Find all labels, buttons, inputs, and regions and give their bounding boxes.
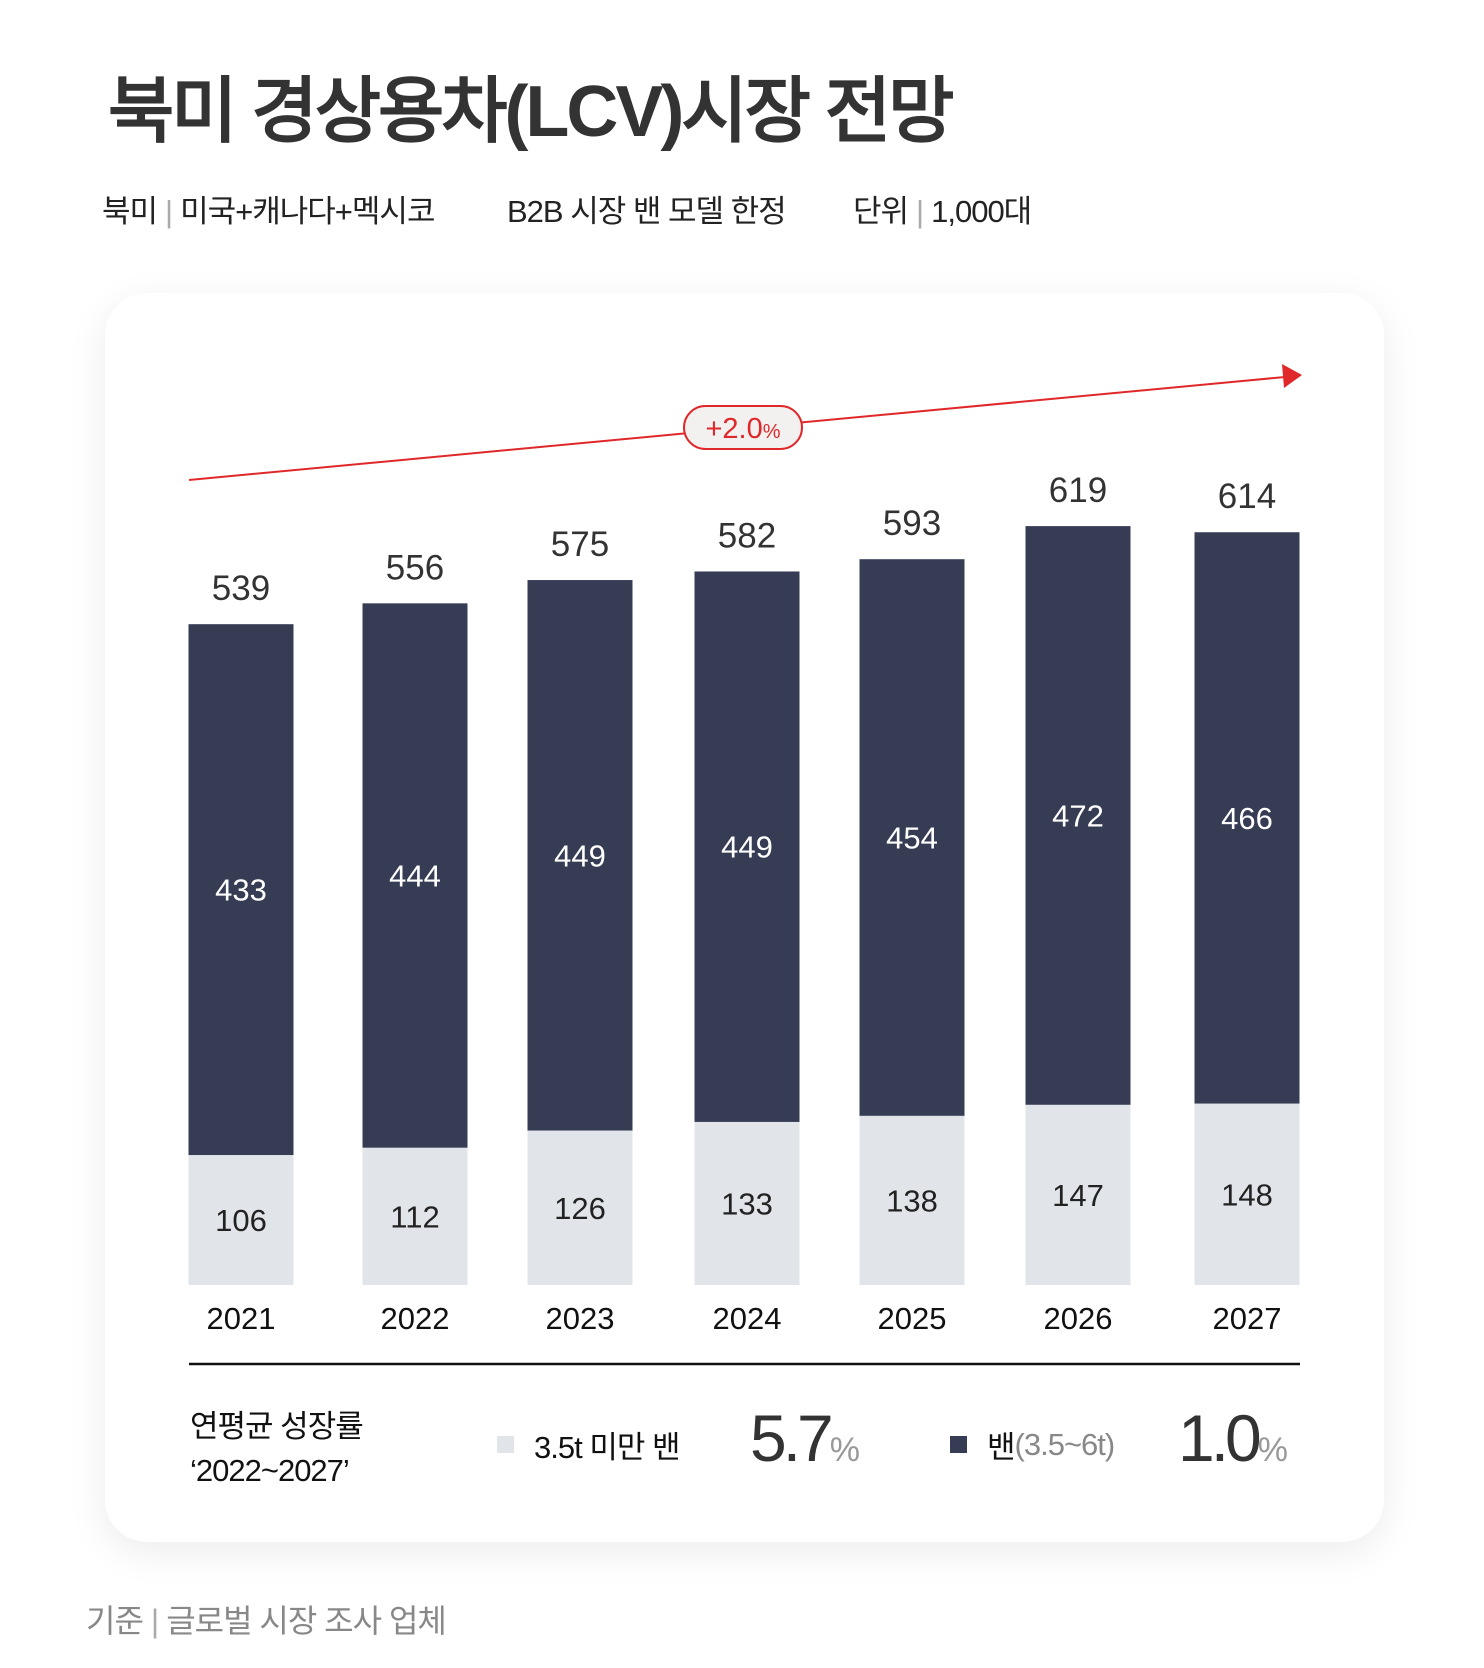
x-tick-label: 2025 — [878, 1301, 947, 1336]
bar-segment-van — [859, 559, 965, 1116]
trend-badge-label: +2.0% — [705, 413, 780, 445]
cagr-title-line1: 연평균 성장률 — [190, 1409, 364, 1444]
data-label-van: 466 — [1221, 801, 1273, 836]
data-label-van: 472 — [1052, 798, 1104, 833]
region-info: 북미 | 미국+캐나다+멕시코 — [102, 186, 435, 231]
data-label-total: 575 — [551, 525, 609, 564]
source-label: 기준 — [86, 1603, 144, 1639]
bar-segment-small-van — [1194, 1103, 1300, 1285]
cagr-number: 1.0 — [1178, 1401, 1262, 1475]
bar-segment-small-van — [859, 1115, 965, 1285]
cagr-period: ‘2022~2027’ — [190, 1453, 350, 1488]
data-label-total: 593 — [883, 504, 941, 543]
x-tick-label: 2021 — [207, 1301, 276, 1336]
data-label-van: 449 — [554, 838, 606, 873]
source-note: 기준 | 글로벌 시장 조사 업체 — [86, 1596, 447, 1642]
cagr-value-small-van: 5.7% — [750, 1400, 860, 1476]
legend-label: 밴 — [987, 1430, 1016, 1465]
legend-label: 3.5t 미만 밴 — [534, 1430, 680, 1465]
trend-unit: % — [763, 421, 781, 443]
divider: | — [165, 194, 173, 229]
legend-swatch-dark — [950, 1436, 967, 1453]
bar-segment-small-van — [1025, 1104, 1131, 1285]
divider: | — [150, 1603, 159, 1639]
data-label-van: 449 — [721, 830, 773, 865]
x-tick-label: 2023 — [546, 1301, 615, 1336]
cagr-unit: % — [1257, 1431, 1288, 1469]
data-label-total: 619 — [1049, 471, 1107, 510]
scope-info: B2B 시장 밴 모델 한정 — [507, 194, 787, 229]
cagr-value-van: 1.0% — [1178, 1400, 1288, 1476]
data-label-total: 582 — [718, 516, 776, 555]
source-value: 글로벌 시장 조사 업체 — [166, 1603, 447, 1639]
unit-label: 단위 — [853, 194, 909, 229]
cagr-unit: % — [829, 1431, 860, 1469]
region-label: 북미 — [102, 194, 158, 229]
legend-label-range: (3.5~6t) — [1014, 1426, 1116, 1462]
trend-badge — [683, 405, 803, 450]
data-label-small-van: 148 — [1221, 1177, 1273, 1212]
bar-segment-van — [362, 603, 468, 1148]
region-value: 미국+캐나다+멕시코 — [180, 194, 435, 229]
bar-segment-van — [188, 624, 294, 1156]
data-label-small-van: 106 — [215, 1203, 267, 1238]
trend-arrow-icon — [1282, 364, 1302, 388]
bar-segment-van — [527, 580, 633, 1131]
data-label-small-van: 138 — [886, 1183, 938, 1218]
data-label-total: 614 — [1218, 477, 1276, 516]
bar-segment-small-van — [694, 1121, 800, 1285]
x-tick-label: 2026 — [1044, 1301, 1113, 1336]
unit-value: 1,000대 — [931, 194, 1032, 229]
bar-segment-small-van — [527, 1130, 633, 1285]
bar-segment-van — [1025, 526, 1131, 1105]
legend-item-van: 밴 (3.5~6t) — [950, 1422, 1116, 1467]
data-label-small-van: 112 — [390, 1199, 439, 1234]
unit-info: 단위 | 1,000대 — [853, 186, 1032, 231]
legend-item-small-van: 3.5t 미만 밴 — [497, 1422, 680, 1467]
x-tick-label: 2027 — [1213, 1301, 1282, 1336]
data-label-total: 556 — [386, 548, 444, 587]
data-label-small-van: 133 — [721, 1186, 773, 1221]
bar-segment-small-van — [362, 1147, 468, 1285]
data-label-van: 454 — [886, 821, 938, 856]
data-label-van: 444 — [389, 859, 441, 894]
page-title: 북미 경상용차(LCV)시장 전망 — [108, 72, 954, 152]
x-tick-label: 2024 — [713, 1301, 782, 1336]
data-label-small-van: 126 — [554, 1191, 606, 1226]
bar-segment-van — [694, 571, 800, 1122]
data-label-small-van: 147 — [1052, 1178, 1104, 1213]
x-tick-label: 2022 — [381, 1301, 450, 1336]
data-label-total: 539 — [212, 569, 270, 608]
cagr-title: 연평균 성장률 ‘2022~2027’ — [190, 1405, 364, 1493]
bar-segment-small-van — [188, 1155, 294, 1285]
bar-segment-van — [1194, 532, 1300, 1104]
cagr-number: 5.7 — [750, 1401, 834, 1475]
divider: | — [916, 194, 924, 229]
legend-swatch-light — [497, 1436, 514, 1453]
data-label-van: 433 — [215, 873, 267, 908]
trend-value: +2.0 — [705, 413, 762, 445]
